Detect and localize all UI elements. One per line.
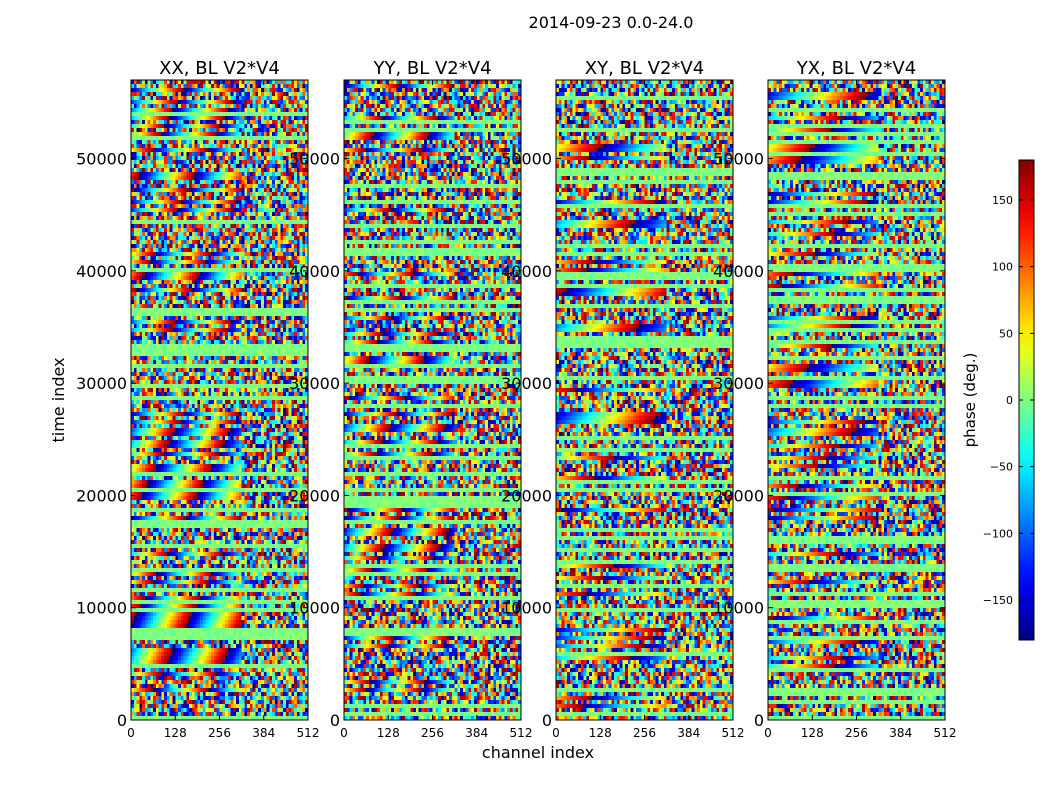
- y-tick-label: 0: [542, 711, 552, 730]
- y-tick-label: 20000: [289, 486, 340, 505]
- y-tick-label: 20000: [713, 486, 764, 505]
- y-tick-label: 10000: [289, 599, 340, 618]
- x-axis-label: channel index: [482, 743, 594, 762]
- y-tick-label: 0: [117, 711, 127, 730]
- x-tick-label: 384: [677, 726, 700, 740]
- x-tick-label: 0: [764, 726, 772, 740]
- x-tick-label: 128: [164, 726, 187, 740]
- colorbar-tick-label: −150: [983, 594, 1013, 607]
- x-tick-label: 512: [510, 726, 533, 740]
- y-tick-label: 10000: [76, 599, 127, 618]
- colorbar-tick-label: 50: [999, 327, 1013, 340]
- x-tick-label: 0: [552, 726, 560, 740]
- x-tick-label: 512: [297, 726, 320, 740]
- x-tick-label: 256: [633, 726, 656, 740]
- y-tick-label: 30000: [501, 374, 552, 393]
- panel-4: YX, BL V2*V4 0 128 256 384 512 0 10000 20000 3000…: [713, 58, 956, 740]
- panel-1: XX, BL V2*V4 0 128 256 384 512 0 10000 20000 3000…: [49, 58, 594, 762]
- x-tick-label: 128: [589, 726, 612, 740]
- panel-2: YY, BL V2*V4 0 128 256 384 512 0 10000 20000 3000…: [289, 58, 532, 740]
- colorbar-tick-label: −50: [990, 461, 1013, 474]
- colorbar-tick-label: 0: [1006, 394, 1013, 407]
- colorbar: −150 −100 −50 0 50 100 150 phase (deg.): [961, 159, 1035, 641]
- panel-title: YX, BL V2*V4: [796, 58, 916, 79]
- y-tick-label: 40000: [76, 262, 127, 281]
- panel-title: YY, BL V2*V4: [372, 58, 491, 79]
- x-tick-label: 256: [208, 726, 231, 740]
- y-tick-label: 30000: [289, 374, 340, 393]
- colorbar-tick-label: −100: [983, 527, 1013, 540]
- figure-suptitle: 2014-09-23 0.0-24.0: [529, 13, 694, 32]
- y-tick-label: 0: [330, 711, 340, 730]
- panel-title: XX, BL V2*V4: [159, 58, 280, 79]
- y-tick-label: 20000: [76, 486, 127, 505]
- heatmap-image-3: [556, 80, 733, 720]
- y-tick-label: 0: [754, 711, 764, 730]
- y-tick-label: 30000: [713, 374, 764, 393]
- y-tick-label: 50000: [289, 150, 340, 169]
- x-tick-label: 128: [801, 726, 824, 740]
- x-tick-label: 512: [722, 726, 745, 740]
- x-tick-label: 0: [127, 726, 135, 740]
- y-tick-label: 20000: [501, 486, 552, 505]
- panels: XX, BL V2*V4 0 128 256 384 512 0 10000 20000 3000…: [49, 58, 956, 762]
- y-tick-label: 50000: [501, 150, 552, 169]
- x-tick-label: 384: [252, 726, 275, 740]
- x-tick-label: 256: [421, 726, 444, 740]
- y-tick-label: 40000: [289, 262, 340, 281]
- heatmap-image-4: [768, 80, 945, 720]
- panel-title: XY, BL V2*V4: [585, 58, 704, 79]
- y-tick-label: 50000: [76, 150, 127, 169]
- heatmap-image-1: [131, 80, 308, 720]
- colorbar-label: phase (deg.): [961, 353, 979, 448]
- y-tick-label: 50000: [713, 150, 764, 169]
- x-tick-label: 256: [845, 726, 868, 740]
- y-tick-label: 40000: [713, 262, 764, 281]
- colorbar-tick-label: 100: [992, 261, 1013, 274]
- panel-3: XY, BL V2*V4 0 128 256 384 512 0 10000 20000 3000…: [501, 58, 744, 740]
- colorbar-tick-label: 150: [992, 194, 1013, 207]
- x-tick-label: 384: [889, 726, 912, 740]
- x-tick-label: 384: [465, 726, 488, 740]
- x-tick-label: 512: [934, 726, 957, 740]
- y-tick-label: 40000: [501, 262, 552, 281]
- x-tick-label: 0: [340, 726, 348, 740]
- y-axis-label: time index: [49, 357, 68, 442]
- y-tick-label: 10000: [713, 599, 764, 618]
- x-tick-label: 128: [377, 726, 400, 740]
- y-tick-label: 10000: [501, 599, 552, 618]
- y-tick-label: 30000: [76, 374, 127, 393]
- heatmap-image-2: [344, 80, 521, 720]
